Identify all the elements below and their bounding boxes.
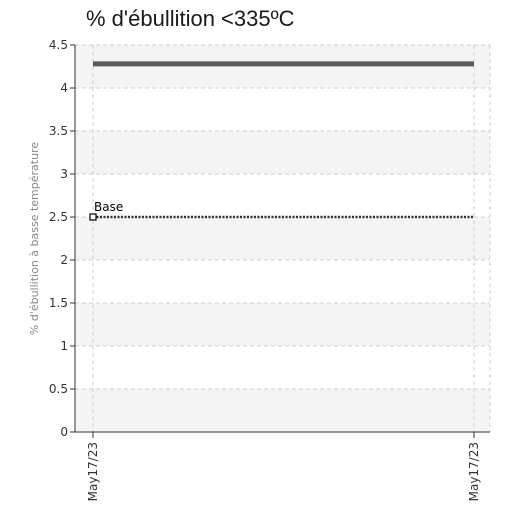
y-tick-label: 0 [60, 425, 68, 439]
annotation-marker [89, 213, 97, 221]
background-bands [75, 45, 490, 432]
y-tick-label: 3 [60, 167, 68, 181]
y-tick-label: 2 [60, 253, 68, 267]
y-tick-label: 4 [60, 81, 68, 95]
y-tick-label: 1.5 [49, 296, 68, 310]
background-band [75, 303, 490, 346]
y-tick-label: 4.5 [49, 38, 68, 52]
x-tick-labels: May17/23 May17/23 [86, 442, 481, 501]
annotation-label: Base [94, 200, 123, 214]
y-axis-label: % d'ébullition à basse température [28, 142, 41, 335]
y-tick-label: 0.5 [49, 382, 68, 396]
axes [70, 44, 490, 438]
background-band [75, 131, 490, 174]
x-tick-label: May17/23 [467, 442, 481, 501]
background-band [75, 389, 490, 432]
grid-lines [75, 44, 491, 432]
y-tick-label: 2.5 [49, 210, 68, 224]
chart-title: % d'ébullition <335ºC [86, 6, 295, 31]
background-band [75, 45, 490, 88]
y-tick-label: 3.5 [49, 124, 68, 138]
y-tick-label: 1 [60, 339, 68, 353]
series-group [93, 61, 474, 219]
background-band [75, 217, 490, 260]
x-tick-label: May17/23 [86, 442, 100, 501]
y-tick-labels: 0 0.5 1 1.5 2 2.5 3 3.5 4 4.5 [49, 38, 68, 439]
annotations: Base [89, 200, 123, 221]
